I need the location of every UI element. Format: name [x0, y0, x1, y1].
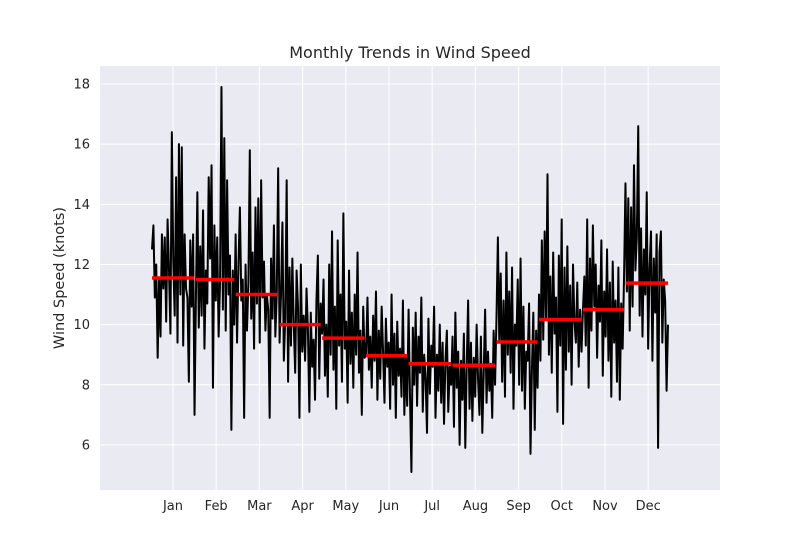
- x-tick-label: Nov: [592, 499, 618, 514]
- chart-title: Monthly Trends in Wind Speed: [289, 43, 530, 62]
- x-tick-label: Jul: [423, 499, 440, 514]
- x-tick-label: Jan: [162, 499, 183, 514]
- y-tick-label: 6: [82, 438, 90, 453]
- x-tick-label: Apr: [291, 499, 314, 514]
- x-tick-labels: Jan Feb Mar Apr May Jun Jul Aug Sep Oct Nov Dec: [162, 499, 661, 514]
- daily-wind-line: [151, 86, 669, 473]
- x-tick-label: Aug: [463, 499, 488, 514]
- y-tick-labels: 6 8 10 12 14 16 18: [73, 78, 90, 454]
- x-tick-label: Oct: [551, 499, 573, 514]
- y-tick-label: 10: [73, 318, 90, 333]
- x-tick-label: Feb: [205, 499, 228, 514]
- y-tick-label: 16: [73, 138, 90, 153]
- x-tick-label: Jun: [378, 499, 399, 514]
- x-tick-label: May: [332, 499, 359, 514]
- y-tick-label: 8: [82, 378, 90, 393]
- x-tick-label: Sep: [506, 499, 531, 514]
- daily-wind-series: [151, 86, 669, 473]
- x-tick-label: Dec: [636, 499, 661, 514]
- y-axis-title: Wind Speed (knots): [52, 207, 68, 349]
- monthly-mean-series: [152, 276, 668, 367]
- y-tick-label: 14: [73, 198, 90, 213]
- x-tick-label: Mar: [247, 499, 272, 514]
- y-tick-label: 18: [73, 78, 90, 93]
- y-tick-label: 12: [73, 258, 90, 273]
